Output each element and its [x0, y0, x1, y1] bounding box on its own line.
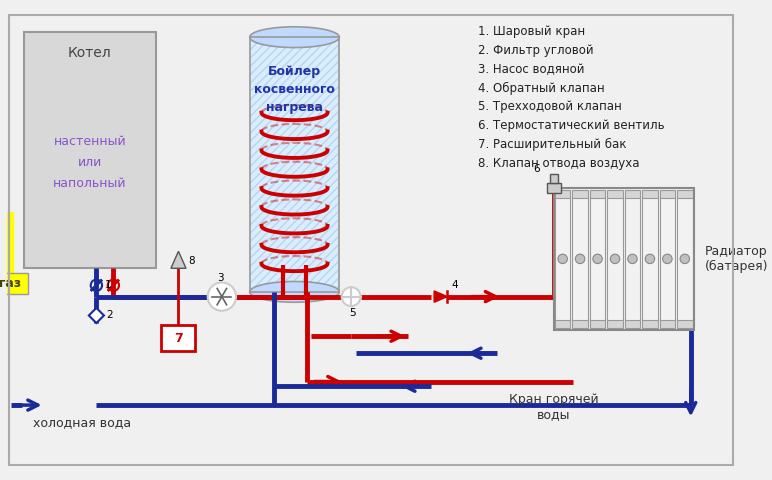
- Text: 1. Шаровый кран: 1. Шаровый кран: [479, 25, 586, 38]
- Bar: [161, 325, 195, 351]
- Circle shape: [628, 254, 637, 264]
- Text: Котел: Котел: [68, 46, 112, 60]
- Circle shape: [662, 254, 672, 264]
- Circle shape: [611, 254, 620, 264]
- Bar: [550, 174, 557, 183]
- Text: 4: 4: [452, 280, 459, 290]
- Bar: [677, 320, 692, 328]
- Text: 6: 6: [533, 164, 540, 174]
- Text: 8. Клапан отвода воздуха: 8. Клапан отвода воздуха: [479, 157, 640, 170]
- Bar: [590, 196, 605, 322]
- Circle shape: [208, 282, 236, 311]
- Text: 5. Трехходовой клапан: 5. Трехходовой клапан: [479, 100, 622, 113]
- Bar: [642, 190, 658, 198]
- Bar: [24, 33, 156, 268]
- Bar: [608, 320, 623, 328]
- Bar: [659, 190, 676, 198]
- Circle shape: [575, 254, 585, 264]
- Bar: [0, 273, 29, 294]
- Text: 7: 7: [174, 332, 183, 345]
- Bar: [249, 37, 340, 292]
- Ellipse shape: [249, 281, 340, 302]
- Bar: [555, 196, 571, 322]
- Bar: [572, 320, 588, 328]
- Text: 3. Насос водяной: 3. Насос водяной: [479, 62, 585, 76]
- Bar: [572, 190, 588, 198]
- Polygon shape: [171, 252, 186, 268]
- Text: 7. Расширительный бак: 7. Расширительный бак: [479, 138, 627, 151]
- Bar: [659, 320, 676, 328]
- Bar: [625, 320, 640, 328]
- Text: 6. Термостатический вентиль: 6. Термостатический вентиль: [479, 119, 665, 132]
- Polygon shape: [434, 291, 447, 302]
- Circle shape: [645, 254, 655, 264]
- Bar: [642, 196, 658, 322]
- Bar: [608, 196, 623, 322]
- Ellipse shape: [249, 27, 340, 48]
- Bar: [249, 37, 340, 292]
- Polygon shape: [89, 308, 104, 323]
- Bar: [555, 320, 571, 328]
- Bar: [677, 196, 692, 322]
- Circle shape: [680, 254, 689, 264]
- Text: 2: 2: [106, 311, 113, 321]
- Bar: [572, 196, 588, 322]
- Bar: [625, 196, 640, 322]
- Text: Бойлер
косвенного
нагрева: Бойлер косвенного нагрева: [254, 64, 335, 114]
- Circle shape: [342, 287, 361, 306]
- Text: 3: 3: [217, 273, 223, 283]
- Text: 2. Фильтр угловой: 2. Фильтр угловой: [479, 44, 594, 57]
- Bar: [608, 190, 623, 198]
- Bar: [554, 188, 693, 330]
- Text: Радиатор
(батарея): Радиатор (батарея): [705, 245, 768, 273]
- Circle shape: [593, 254, 602, 264]
- Bar: [555, 190, 571, 198]
- Bar: [590, 320, 605, 328]
- Text: 5: 5: [350, 308, 357, 318]
- Text: 8: 8: [188, 256, 195, 266]
- Bar: [249, 37, 340, 292]
- Bar: [659, 196, 676, 322]
- Text: Кран горячей
воды: Кран горячей воды: [509, 393, 599, 421]
- Text: холодная вода: холодная вода: [33, 417, 131, 430]
- Text: газ: газ: [0, 277, 21, 290]
- Text: 4. Обратный клапан: 4. Обратный клапан: [479, 82, 605, 95]
- Bar: [625, 190, 640, 198]
- Bar: [590, 190, 605, 198]
- Bar: [677, 190, 692, 198]
- Text: 1: 1: [105, 280, 111, 290]
- Bar: [547, 183, 560, 193]
- Circle shape: [558, 254, 567, 264]
- Text: настенный
или
напольный: настенный или напольный: [53, 135, 127, 190]
- Bar: [642, 320, 658, 328]
